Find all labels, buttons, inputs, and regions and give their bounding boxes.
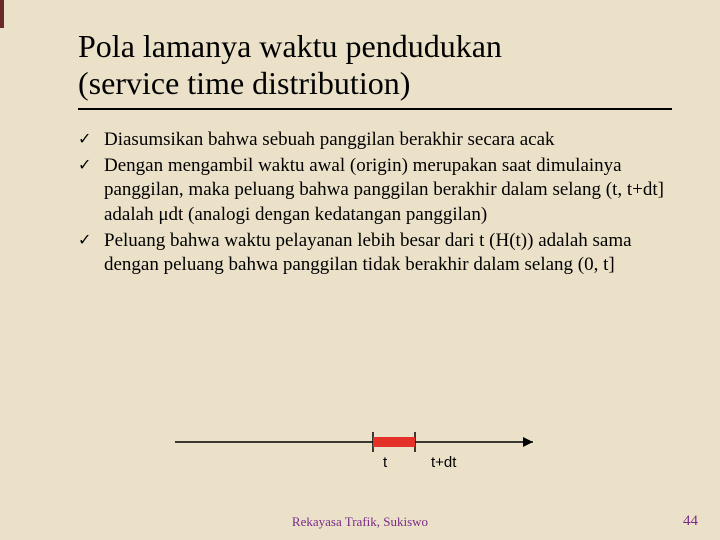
check-icon: ✓ [78,130,91,150]
title-underline [78,108,672,110]
accent-bar [0,0,4,28]
timeline-svg [175,420,545,460]
slide-title: Pola lamanya waktu pendudukan (service t… [78,28,672,102]
label-t: t [383,454,387,471]
check-icon: ✓ [78,156,91,176]
label-tdt: t+dt [431,454,456,471]
title-line-2: (service time distribution) [78,65,410,101]
bullet-item: ✓ Dengan mengambil waktu awal (origin) m… [78,154,672,227]
arrowhead-icon [523,437,533,447]
page-number: 44 [683,513,698,530]
check-icon: ✓ [78,231,91,251]
slide-content: Pola lamanya waktu pendudukan (service t… [0,0,720,277]
interval-segment [373,437,415,447]
bullet-text: Peluang bahwa waktu pelayanan lebih besa… [104,230,632,275]
bullet-item: ✓ Peluang bahwa waktu pelayanan lebih be… [78,229,672,278]
footer-text: Rekayasa Trafik, Sukiswo [0,514,720,530]
bullet-text: Dengan mengambil waktu awal (origin) mer… [104,155,664,225]
bullet-item: ✓ Diasumsikan bahwa sebuah panggilan ber… [78,128,672,152]
timeline-diagram: t t+dt [175,420,545,480]
bullet-list: ✓ Diasumsikan bahwa sebuah panggilan ber… [78,128,672,278]
title-line-1: Pola lamanya waktu pendudukan [78,28,502,64]
bullet-text: Diasumsikan bahwa sebuah panggilan berak… [104,129,555,150]
